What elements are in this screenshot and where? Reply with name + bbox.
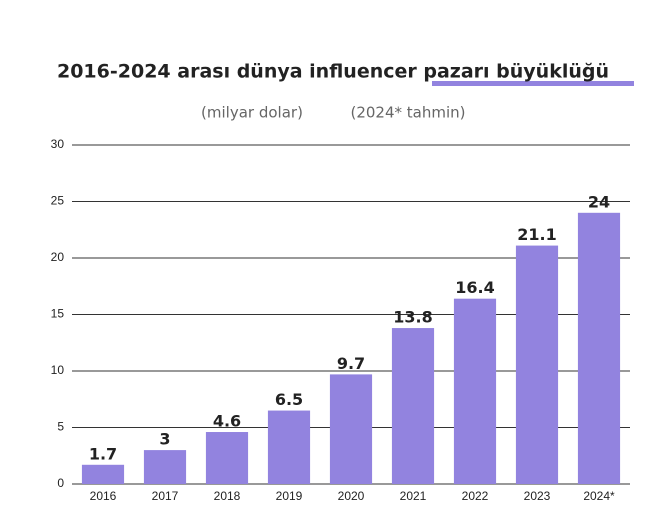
bar: [267, 410, 311, 484]
value-label: 24: [588, 192, 610, 211]
value-label: 21.1: [517, 225, 556, 244]
x-tick-label: 2022: [462, 489, 489, 503]
y-tick-label: 25: [51, 194, 65, 208]
y-tick-label: 30: [51, 137, 65, 151]
bar: [515, 245, 559, 484]
x-tick-label: 2016: [90, 489, 117, 503]
x-tick-label: 2019: [276, 489, 303, 503]
x-tick-label: 2018: [214, 489, 241, 503]
x-tick-label: 2024*: [583, 489, 615, 503]
chart-subtitle: (milyar dolar): [201, 104, 303, 122]
bar: [329, 374, 373, 484]
value-label: 4.6: [213, 412, 241, 431]
bar: [143, 450, 187, 484]
title-underline: [432, 81, 634, 86]
x-tick-label: 2023: [524, 489, 551, 503]
y-tick-label: 10: [51, 363, 65, 377]
value-label: 3: [159, 430, 170, 449]
bar: [577, 212, 621, 485]
bar: [81, 464, 125, 484]
x-tick-label: 2017: [152, 489, 179, 503]
y-tick-label: 0: [57, 476, 64, 490]
y-tick-label: 20: [51, 250, 65, 264]
value-label: 6.5: [275, 390, 303, 409]
bar: [205, 432, 249, 484]
chart-note: (2024* tahmin): [350, 104, 465, 122]
x-tick-label: 2020: [338, 489, 365, 503]
value-label: 1.7: [89, 444, 117, 463]
bar: [453, 298, 497, 484]
y-tick-label: 5: [57, 420, 64, 434]
value-label: 16.4: [455, 278, 494, 297]
chart-title: 2016-2024 arası dünya influencer pazarı …: [57, 61, 609, 83]
value-label: 13.8: [393, 308, 432, 327]
bar: [391, 328, 435, 484]
x-tick-label: 2021: [400, 489, 427, 503]
value-label: 9.7: [337, 354, 365, 373]
y-tick-label: 15: [51, 307, 65, 321]
